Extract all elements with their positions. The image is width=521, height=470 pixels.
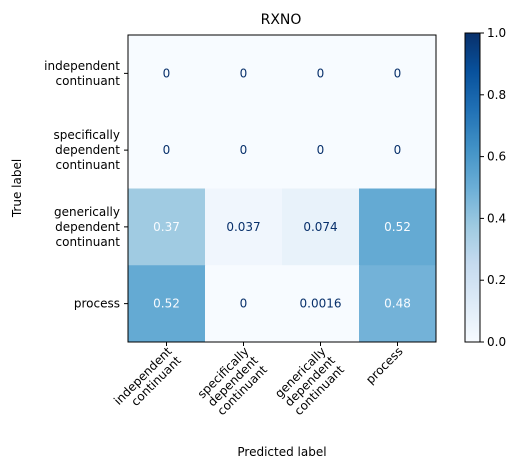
cell-value-label: 0	[240, 297, 248, 311]
heatmap-cell	[359, 111, 437, 189]
heatmap-cell	[282, 265, 360, 343]
heatmap-cell	[205, 188, 283, 266]
heatmap-cell	[282, 188, 360, 266]
cell-value-label: 0.074	[303, 220, 337, 234]
y-tick-label: independent continuant	[44, 59, 120, 88]
cell-value-label: 0.037	[226, 220, 260, 234]
heatmap-cell	[282, 35, 360, 113]
heatmap-cell	[128, 188, 206, 266]
cell-value-label: 0	[163, 66, 171, 80]
cell-value-label: 0	[240, 143, 248, 157]
x-tick-label: genericallydependentcontinuant	[272, 344, 347, 419]
cell-value-label: 0.37	[153, 220, 180, 234]
colorbar	[464, 32, 481, 343]
cell-value-label: 0.48	[384, 297, 411, 311]
heatmap-cell	[359, 35, 437, 113]
heatmap-cell	[128, 265, 206, 343]
cell-value-label: 0.52	[384, 220, 411, 234]
cell-value-label: 0	[317, 66, 325, 80]
colorbar-tick-label: 0.6	[487, 150, 506, 164]
y-tick-label: generically dependent continuant	[54, 205, 120, 249]
heatmap-cell	[205, 111, 283, 189]
heatmap-value-labels: 0 0 0 0 0 0 0 0 0.37 0.037 0.074 0.52 0.52 0 0.0016 0.4…	[153, 66, 411, 310]
colorbar-tick-label: 0.8	[487, 88, 506, 102]
cell-value-label: 0	[240, 66, 248, 80]
cell-value-label: 0	[394, 66, 402, 80]
x-tick-label: independentcontinuant	[111, 344, 184, 417]
cell-value-label: 0	[394, 143, 402, 157]
heatmap-cell	[128, 35, 206, 113]
heatmap-cell	[205, 35, 283, 113]
y-axis-ticks: independent continuant specifically depende…	[44, 59, 128, 311]
colorbar-tick-label: 0.0	[487, 335, 506, 349]
heatmap-cell	[282, 111, 360, 189]
colorbar-tick-label: 0.4	[487, 211, 506, 225]
x-tick-label: specificallydependentcontinuant	[195, 344, 270, 419]
plot-frame	[127, 34, 437, 343]
colorbar-tick-label: 1.0	[487, 26, 506, 40]
x-axis-label: Predicted label	[237, 445, 326, 459]
cell-value-label: 0.0016	[300, 297, 342, 311]
heatmap-cells	[128, 35, 437, 343]
cell-value-label: 0.52	[153, 297, 180, 311]
y-tick-label: specifically dependent continuant	[54, 128, 121, 172]
chart-title: RXNO	[261, 12, 302, 28]
heatmap-cell	[205, 265, 283, 343]
y-tick-label: process	[74, 297, 120, 311]
colorbar-tick-label: 0.2	[487, 273, 506, 287]
heatmap-cell	[359, 265, 437, 343]
heatmap-cell	[359, 188, 437, 266]
x-tick-label: process	[363, 344, 406, 387]
y-axis-label: True label	[10, 159, 24, 218]
cell-value-label: 0	[163, 143, 171, 157]
x-axis-ticks: independentcontinuant specificallydepende…	[111, 342, 406, 419]
cell-value-label: 0	[317, 143, 325, 157]
colorbar-ticks: 0.0 0.2 0.4 0.6 0.8 1.0	[480, 26, 506, 349]
heatmap-cell	[128, 111, 206, 189]
